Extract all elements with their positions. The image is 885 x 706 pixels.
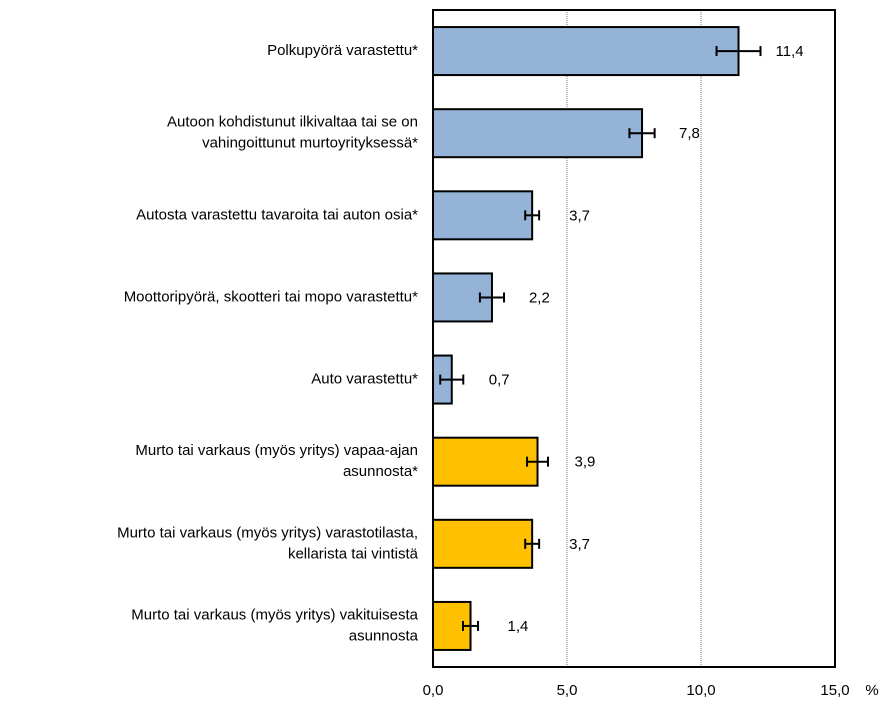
y-tick-label: Polkupyörä varastettu* — [267, 42, 418, 59]
value-label: 2,2 — [529, 289, 550, 306]
y-tick-label: Murto tai varkaus (myös yritys) vakituis… — [131, 606, 418, 623]
bar — [432, 26, 740, 77]
value-label: 11,4 — [776, 43, 804, 60]
value-label: 3,7 — [569, 536, 590, 553]
value-label: 3,9 — [575, 454, 596, 471]
y-tick-label: asunnosta* — [343, 463, 418, 480]
x-axis-label: % — [865, 682, 878, 699]
value-label: 3,7 — [569, 207, 590, 224]
error-bar — [715, 46, 762, 57]
y-tick-label: Autoon kohdistunut ilkivaltaa tai se on — [167, 114, 418, 131]
y-tick-label: Autosta varastettu tavaroita tai auton o… — [136, 206, 418, 223]
plot-frame — [432, 9, 836, 668]
y-tick-label: kellarista tai vintistä — [288, 545, 419, 562]
bar — [432, 190, 534, 241]
error-bar — [628, 128, 656, 139]
bar — [432, 108, 644, 159]
y-tick-label: Moottoripyörä, skootteri tai mopo varast… — [124, 288, 418, 305]
x-tick-label: 10,0 — [686, 682, 715, 699]
y-tick-label: Murto tai varkaus (myös yritys) varastot… — [117, 524, 418, 541]
error-bar — [478, 292, 506, 303]
x-tick-label: 5,0 — [557, 682, 578, 699]
value-label: 7,8 — [679, 125, 700, 142]
x-tick-label: 0,0 — [423, 682, 444, 699]
error-bar — [524, 210, 541, 221]
y-tick-label: Murto tai varkaus (myös yritys) vapaa-aj… — [135, 442, 418, 459]
y-tick-label: asunnosta — [349, 627, 419, 644]
x-tick-label: 15,0 — [820, 682, 849, 699]
error-bar — [524, 538, 541, 549]
error-bar — [462, 620, 480, 631]
value-label: 0,7 — [489, 372, 510, 389]
y-tick-label: Auto varastettu* — [311, 371, 418, 388]
error-bar — [526, 456, 549, 467]
bar — [432, 518, 534, 569]
error-bar — [439, 374, 465, 385]
bar — [432, 436, 539, 487]
value-label: 1,4 — [508, 618, 529, 635]
y-tick-label: vahingoittunut murtoyrityksessä* — [202, 135, 418, 152]
